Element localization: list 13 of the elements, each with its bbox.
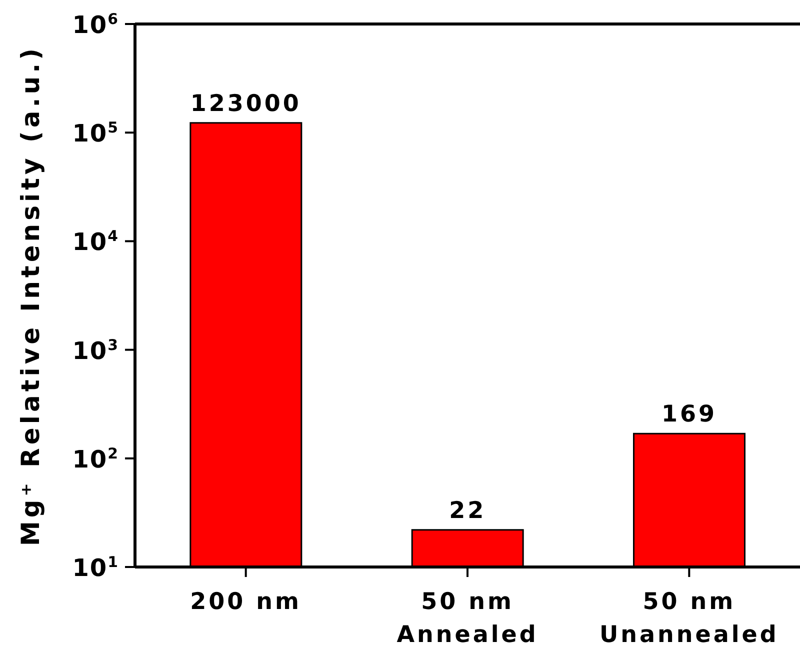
- y-tick-label: 10$^{5}$: [72, 118, 119, 148]
- y-tick-label: 10$^{1}$: [72, 553, 119, 582]
- y-tick-label: 10$^{6}$: [72, 10, 119, 39]
- data-label: 22: [449, 498, 486, 524]
- data-label: 169: [661, 402, 718, 428]
- y-axis-title: Mg⁺ Relative Intensity (a.u.): [16, 44, 44, 546]
- x-tick-label: 50 nm Annealed: [396, 589, 538, 648]
- y-tick-label: 10$^{3}$: [72, 336, 119, 365]
- data-label: 123000: [190, 90, 302, 117]
- y-tick-label: 10$^{2}$: [72, 444, 119, 474]
- y-tick-label: 10$^{4}$: [72, 227, 119, 256]
- x-tick-label: 200 nm: [190, 589, 302, 615]
- x-tick-label: 50 nm Unannealed: [599, 589, 779, 648]
